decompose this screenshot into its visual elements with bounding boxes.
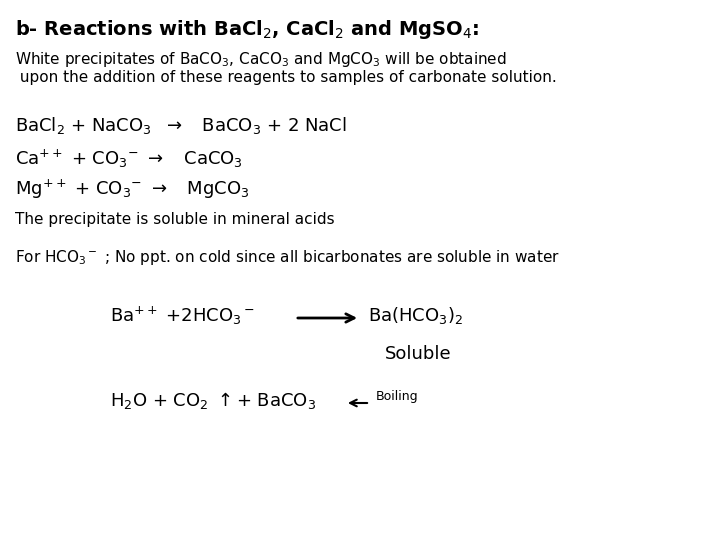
Text: Ca$^{++}$ + CO$_3$$^{-}$ $\rightarrow$   CaCO$_3$: Ca$^{++}$ + CO$_3$$^{-}$ $\rightarrow$ C… xyxy=(15,148,243,170)
Text: The precipitate is soluble in mineral acids: The precipitate is soluble in mineral ac… xyxy=(15,212,335,227)
Text: b- Reactions with BaCl$_2$, CaCl$_2$ and MgSO$_4$:: b- Reactions with BaCl$_2$, CaCl$_2$ and… xyxy=(15,18,480,41)
Text: Soluble: Soluble xyxy=(385,345,451,363)
Text: Ba$^{++}$ +2HCO$_3$$^-$: Ba$^{++}$ +2HCO$_3$$^-$ xyxy=(110,305,255,327)
Text: H$_2$O + CO$_2$ $\uparrow$+ BaCO$_3$: H$_2$O + CO$_2$ $\uparrow$+ BaCO$_3$ xyxy=(110,390,316,411)
Text: Mg$^{++}$ + CO$_3$$^{-}$ $\rightarrow$   MgCO$_3$: Mg$^{++}$ + CO$_3$$^{-}$ $\rightarrow$ M… xyxy=(15,178,250,201)
Text: White precipitates of BaCO$_3$, CaCO$_3$ and MgCO$_3$ will be obtained: White precipitates of BaCO$_3$, CaCO$_3$… xyxy=(15,50,507,69)
Text: For HCO$_3$$^-$ ; No ppt. on cold since all bicarbonates are soluble in water: For HCO$_3$$^-$ ; No ppt. on cold since … xyxy=(15,248,560,267)
Text: upon the addition of these reagents to samples of carbonate solution.: upon the addition of these reagents to s… xyxy=(15,70,557,85)
Text: Ba(HCO$_3$)$_2$: Ba(HCO$_3$)$_2$ xyxy=(368,305,463,326)
Text: Boiling: Boiling xyxy=(376,390,418,403)
Text: BaCl$_2$ + NaCO$_3$  $\rightarrow$   BaCO$_3$ + 2 NaCl: BaCl$_2$ + NaCO$_3$ $\rightarrow$ BaCO$_… xyxy=(15,115,347,136)
